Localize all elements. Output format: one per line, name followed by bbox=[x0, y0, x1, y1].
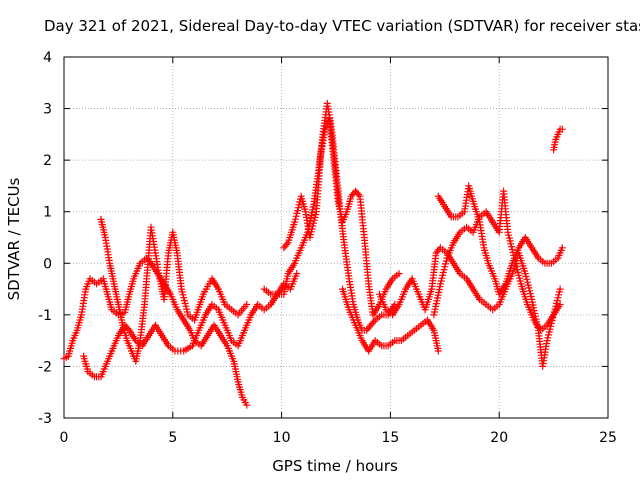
x-tick-label: 15 bbox=[381, 430, 399, 446]
data-point-markers bbox=[434, 182, 566, 298]
plot-frame bbox=[63, 56, 609, 419]
y-tick-label: 3 bbox=[43, 102, 52, 118]
series-track-i bbox=[434, 182, 566, 298]
data-point-markers bbox=[550, 125, 566, 154]
y-axis-label: SDTVAR / TECUs bbox=[5, 177, 23, 300]
x-tick-label: 5 bbox=[168, 430, 177, 446]
y-tick-label: 2 bbox=[43, 153, 52, 169]
data-point-markers bbox=[280, 115, 403, 319]
y-tick-label: 4 bbox=[43, 50, 52, 66]
series-track-c bbox=[97, 215, 251, 365]
x-tick-label: 0 bbox=[60, 430, 69, 446]
y-tick-label: 1 bbox=[43, 205, 52, 221]
series-track-f bbox=[339, 285, 442, 355]
grid bbox=[64, 57, 608, 418]
chart-title: Day 321 of 2021, Sidereal Day-to-day VTE… bbox=[44, 17, 640, 35]
y-tick-label: 0 bbox=[43, 256, 52, 272]
x-tick-label: 20 bbox=[490, 430, 508, 446]
x-axis-label: GPS time / hours bbox=[272, 457, 398, 475]
y-tick-label: -2 bbox=[38, 359, 52, 375]
series-track-e bbox=[280, 115, 403, 319]
series-track-h bbox=[430, 187, 564, 334]
y-tick-label: -1 bbox=[38, 308, 52, 324]
axis-ticks: 0 5 10 15 20 25 -3 -2 -1 0 1 2 3 4 bbox=[38, 50, 617, 446]
data-point-markers bbox=[339, 285, 442, 355]
series-track-j bbox=[550, 125, 566, 154]
x-tick-label: 25 bbox=[599, 430, 617, 446]
data-points bbox=[60, 99, 566, 409]
data-point-markers bbox=[60, 254, 251, 409]
x-tick-label: 10 bbox=[273, 430, 291, 446]
series-track-a bbox=[60, 254, 251, 409]
data-point-markers bbox=[97, 215, 251, 365]
data-point-markers bbox=[430, 187, 564, 334]
y-tick-label: -3 bbox=[38, 411, 52, 427]
